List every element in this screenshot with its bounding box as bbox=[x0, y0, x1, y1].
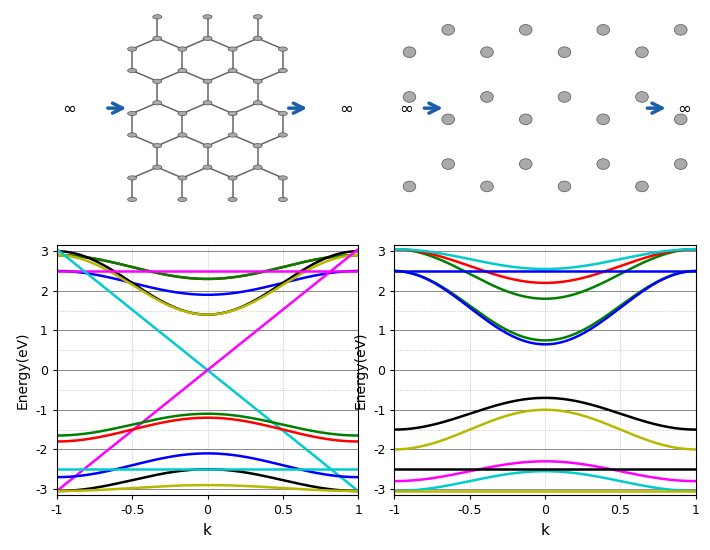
Ellipse shape bbox=[278, 176, 288, 180]
Ellipse shape bbox=[153, 144, 162, 148]
Ellipse shape bbox=[253, 101, 262, 105]
Ellipse shape bbox=[203, 36, 212, 41]
Ellipse shape bbox=[403, 92, 416, 102]
Ellipse shape bbox=[153, 36, 162, 41]
Ellipse shape bbox=[558, 92, 571, 102]
Ellipse shape bbox=[635, 226, 648, 236]
Ellipse shape bbox=[228, 47, 237, 51]
Ellipse shape bbox=[442, 114, 454, 125]
Ellipse shape bbox=[278, 133, 288, 137]
Ellipse shape bbox=[674, 25, 687, 35]
Ellipse shape bbox=[178, 111, 187, 116]
Ellipse shape bbox=[442, 159, 454, 169]
Ellipse shape bbox=[128, 133, 136, 137]
X-axis label: k: k bbox=[203, 522, 212, 537]
Ellipse shape bbox=[403, 181, 416, 192]
Ellipse shape bbox=[253, 15, 262, 19]
Ellipse shape bbox=[597, 114, 610, 125]
Text: $\infty$: $\infty$ bbox=[339, 99, 353, 117]
Ellipse shape bbox=[203, 144, 212, 148]
Text: $\infty$: $\infty$ bbox=[62, 99, 76, 117]
Ellipse shape bbox=[635, 47, 648, 58]
Ellipse shape bbox=[520, 159, 532, 169]
Ellipse shape bbox=[403, 226, 416, 236]
Ellipse shape bbox=[558, 226, 571, 236]
Ellipse shape bbox=[228, 176, 237, 180]
Ellipse shape bbox=[228, 68, 237, 73]
Ellipse shape bbox=[520, 25, 532, 35]
X-axis label: k: k bbox=[540, 522, 550, 537]
Ellipse shape bbox=[597, 25, 610, 35]
Ellipse shape bbox=[278, 111, 288, 116]
Ellipse shape bbox=[128, 68, 136, 73]
Ellipse shape bbox=[128, 111, 136, 116]
Ellipse shape bbox=[153, 101, 162, 105]
Ellipse shape bbox=[442, 25, 454, 35]
Ellipse shape bbox=[635, 92, 648, 102]
Y-axis label: Energy(eV): Energy(eV) bbox=[16, 331, 30, 409]
Ellipse shape bbox=[203, 79, 212, 84]
Ellipse shape bbox=[128, 47, 136, 51]
Ellipse shape bbox=[674, 114, 687, 125]
Ellipse shape bbox=[178, 47, 187, 51]
Ellipse shape bbox=[278, 197, 288, 201]
Ellipse shape bbox=[153, 15, 162, 19]
Ellipse shape bbox=[520, 114, 532, 125]
Ellipse shape bbox=[481, 47, 493, 58]
Y-axis label: Energy(eV): Energy(eV) bbox=[354, 331, 368, 409]
Ellipse shape bbox=[228, 197, 237, 201]
Ellipse shape bbox=[128, 197, 136, 201]
Ellipse shape bbox=[228, 111, 237, 116]
Ellipse shape bbox=[278, 68, 288, 73]
Ellipse shape bbox=[178, 68, 187, 73]
Ellipse shape bbox=[178, 176, 187, 180]
Ellipse shape bbox=[481, 226, 493, 236]
Ellipse shape bbox=[403, 47, 416, 58]
Ellipse shape bbox=[253, 36, 262, 41]
Ellipse shape bbox=[153, 79, 162, 84]
Ellipse shape bbox=[203, 101, 212, 105]
Ellipse shape bbox=[178, 133, 187, 137]
Ellipse shape bbox=[203, 15, 212, 19]
Ellipse shape bbox=[128, 176, 136, 180]
Text: $\infty$: $\infty$ bbox=[400, 99, 413, 117]
Ellipse shape bbox=[481, 92, 493, 102]
Ellipse shape bbox=[635, 181, 648, 192]
Ellipse shape bbox=[203, 165, 212, 169]
Ellipse shape bbox=[481, 181, 493, 192]
Ellipse shape bbox=[597, 159, 610, 169]
Ellipse shape bbox=[178, 197, 187, 201]
Ellipse shape bbox=[153, 165, 162, 169]
Ellipse shape bbox=[253, 144, 262, 148]
Ellipse shape bbox=[228, 133, 237, 137]
Ellipse shape bbox=[253, 165, 262, 169]
Ellipse shape bbox=[558, 47, 571, 58]
Ellipse shape bbox=[253, 79, 262, 84]
Ellipse shape bbox=[674, 159, 687, 169]
Ellipse shape bbox=[558, 181, 571, 192]
Ellipse shape bbox=[278, 47, 288, 51]
Text: $\infty$: $\infty$ bbox=[677, 99, 691, 117]
